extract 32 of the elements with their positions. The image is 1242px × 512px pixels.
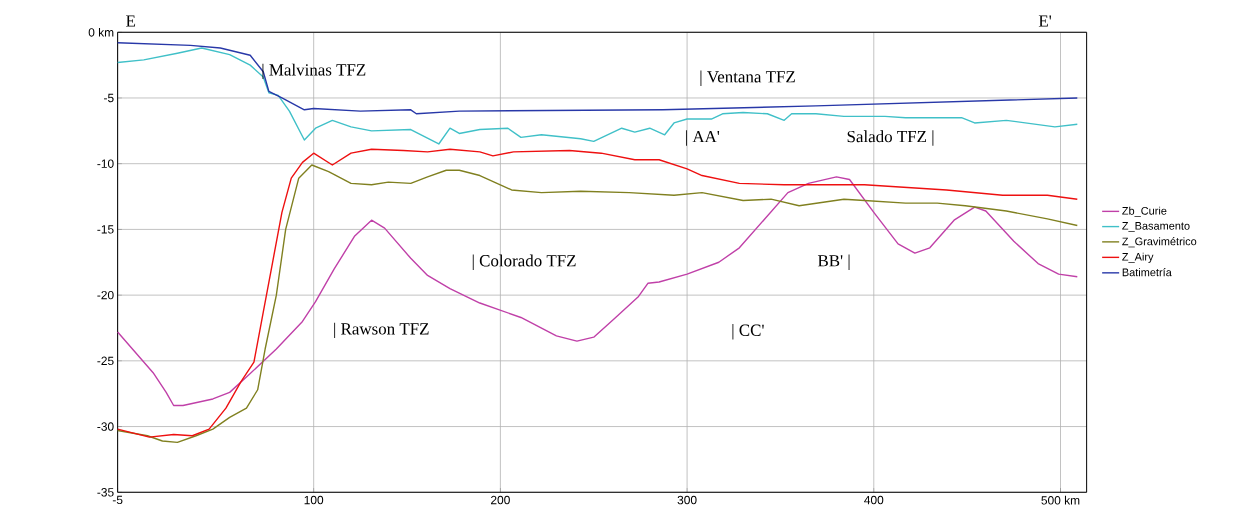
x-tick-label: 100 (304, 495, 324, 505)
x-tick-label: 300 (677, 495, 697, 505)
y-tick-label: -15 (97, 225, 114, 234)
line-series (116, 176, 1078, 407)
x-tick-label: 400 (864, 495, 884, 505)
y-tick-label: -30 (97, 422, 114, 431)
x-tick-label: 200 (491, 495, 510, 505)
annotation: | Colorado TFZ (472, 254, 576, 270)
annotation: | Ventana TFZ (700, 70, 795, 86)
y-tick-label: -35 (97, 488, 114, 497)
line-series (116, 42, 1078, 115)
legend-label: Batimetría (1122, 268, 1172, 277)
text: E (126, 15, 136, 27)
annotation: | CC' (732, 324, 764, 340)
y-tick-label: -25 (97, 356, 114, 366)
line-series (116, 47, 1078, 145)
legend-label: Zb_Curie (1122, 206, 1167, 217)
text: E' (1038, 15, 1052, 27)
legend-label: Z_Basamento (1122, 222, 1190, 232)
y-tick-label: -20 (97, 290, 114, 300)
legend-label: Z_Gravimétrico (1122, 237, 1197, 248)
annotation: Salado TFZ | (847, 130, 934, 146)
annotation: BB' | (817, 254, 850, 270)
annotation: | AA' (685, 130, 720, 146)
x-tick-label: -5 (112, 495, 123, 505)
annotation: | Rawson TFZ (334, 322, 429, 339)
annotation: | Malvinas TFZ (262, 63, 366, 80)
y-tick-label: 0 km (88, 27, 114, 37)
y-tick-label: -10 (97, 159, 114, 168)
y-tick-label: -5 (104, 93, 114, 103)
x-tick-label: 500 km (1041, 495, 1080, 505)
legend-label: Z_Airy (1122, 252, 1154, 263)
